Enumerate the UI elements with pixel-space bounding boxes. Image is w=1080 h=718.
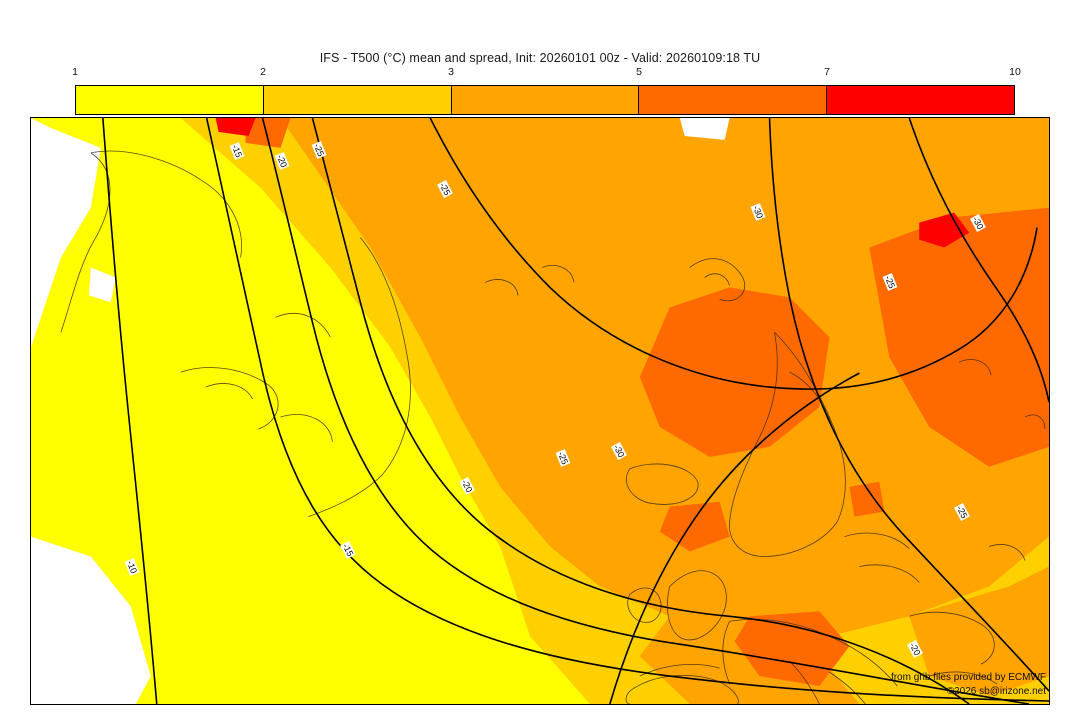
white-gap-greenland bbox=[31, 118, 101, 348]
white-gap-small bbox=[88, 267, 116, 303]
colorbar-segment-3-5 bbox=[450, 86, 639, 114]
forecast-map[interactable]: -10 -15 -15 -20 -20 -20 -25 -25 -25 -25 -25 -30 -30-… bbox=[30, 117, 1050, 705]
white-gap-canada bbox=[31, 536, 151, 704]
contour-minus-15 bbox=[205, 118, 1049, 702]
white-gap-north bbox=[679, 118, 730, 140]
contour-minus-30b bbox=[908, 118, 1049, 403]
spread-band-5-7 bbox=[639, 287, 830, 457]
colorbar-segment-5-7 bbox=[638, 86, 827, 114]
spread-band-5-7-d bbox=[659, 501, 730, 552]
colorbar-segment-7-10 bbox=[826, 86, 1014, 114]
colorbar-segment-2-3 bbox=[262, 86, 451, 114]
spread-band-7-10 bbox=[919, 212, 970, 248]
contour-layer bbox=[102, 118, 1049, 704]
colorbar-tick-10: 10 bbox=[1009, 66, 1021, 78]
colorbar-segment-1-2 bbox=[76, 86, 263, 114]
colorbar-tick-3: 3 bbox=[448, 66, 454, 78]
contour-minus-30 bbox=[768, 118, 1049, 692]
spread-band-5-7-c bbox=[245, 118, 291, 148]
map-canvas bbox=[31, 118, 1049, 704]
colorbar-tick-1: 1 bbox=[72, 66, 78, 78]
spread-band-7-10-b bbox=[215, 118, 256, 136]
copyright-credit: ©2026 sb@irizone.net bbox=[946, 686, 1046, 697]
colorbar-tick-labels: 1 2 3 5 7 10 bbox=[72, 66, 1021, 82]
page-title: IFS - T500 (°C) mean and spread, Init: 2… bbox=[319, 51, 761, 65]
spread-band-5-7-b bbox=[869, 207, 1049, 467]
spread-band-3-5-c bbox=[909, 566, 1049, 697]
colorbar-tick-5: 5 bbox=[636, 66, 642, 78]
contour-minus-25 bbox=[311, 118, 970, 704]
contour-minus-10 bbox=[102, 118, 158, 704]
spread-band-5-7-f bbox=[849, 481, 885, 517]
data-source-credit: from grib files provided by ECMWF bbox=[890, 672, 1046, 683]
colorbar-segments bbox=[75, 85, 1015, 115]
colorbar-tick-2: 2 bbox=[260, 66, 266, 78]
contour-minus-30c bbox=[609, 372, 860, 704]
contour-minus-25b bbox=[429, 118, 1038, 390]
spread-colorbar bbox=[75, 85, 1015, 115]
colorbar-tick-7: 7 bbox=[824, 66, 830, 78]
contour-minus-20 bbox=[261, 118, 1030, 704]
